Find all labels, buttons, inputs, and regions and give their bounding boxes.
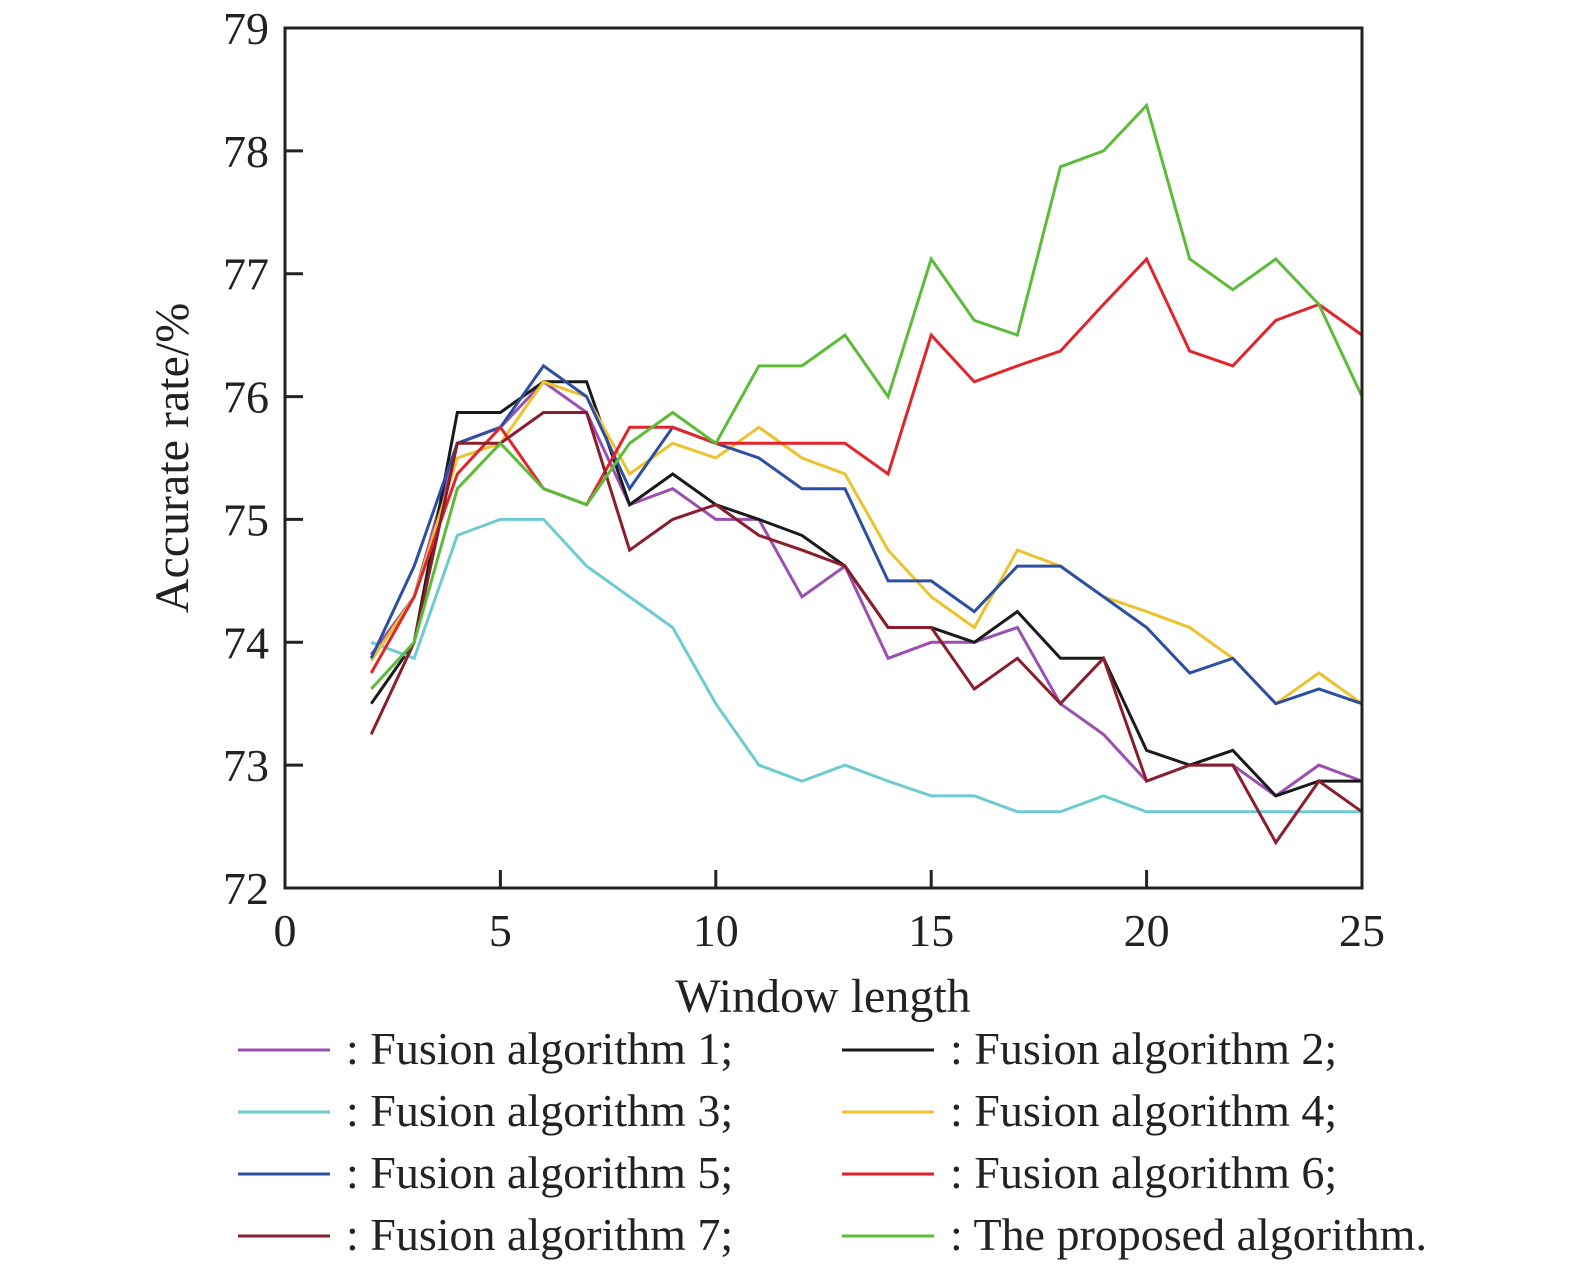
series-line-7: [369, 411, 1363, 846]
y-tick-label: 75: [223, 494, 269, 545]
y-axis: 72 73 74 75 76 77 78 79: [223, 3, 303, 914]
legend-label: : Fusion algorithm 6;: [950, 1147, 1337, 1198]
y-tick-label: 73: [223, 740, 269, 791]
x-tick-label: 20: [1124, 905, 1170, 956]
legend-item: : Fusion algorithm 1;: [238, 1023, 733, 1074]
series-line-8: [370, 102, 1364, 691]
legend-item: : Fusion algorithm 5;: [238, 1147, 733, 1198]
x-tick-label: 10: [693, 905, 739, 956]
series-line-3: [370, 517, 1362, 814]
legend-label: : Fusion algorithm 1;: [346, 1023, 733, 1074]
legend: : Fusion algorithm 1; : Fusion algorithm …: [238, 1023, 1427, 1260]
legend-label: : The proposed algorithm.: [950, 1209, 1427, 1260]
y-tick-label: 78: [223, 126, 269, 177]
y-tick-label: 77: [223, 249, 269, 300]
legend-label: : Fusion algorithm 4;: [950, 1085, 1337, 1136]
legend-item: : Fusion algorithm 6;: [842, 1147, 1337, 1198]
series-line-5: [369, 363, 1363, 706]
series-line-4: [369, 380, 1363, 706]
y-tick-label: 74: [223, 617, 269, 668]
x-axis: 0 5 10 15 20 25: [274, 870, 1385, 956]
legend-item: : Fusion algorithm 3;: [238, 1085, 733, 1136]
legend-item: : Fusion algorithm 4;: [842, 1085, 1337, 1136]
plot-series: [369, 102, 1364, 846]
legend-item: : Fusion algorithm 2;: [842, 1023, 1337, 1074]
x-tick-label: 0: [274, 905, 297, 956]
y-tick-label: 76: [223, 372, 269, 423]
legend-label: : Fusion algorithm 5;: [346, 1147, 733, 1198]
x-tick-label: 25: [1339, 905, 1385, 956]
legend-label: : Fusion algorithm 7;: [346, 1209, 733, 1260]
y-tick-label: 72: [223, 863, 269, 914]
legend-label: : Fusion algorithm 2;: [950, 1023, 1337, 1074]
x-tick-label: 5: [489, 905, 512, 956]
series-line-1: [369, 379, 1363, 798]
legend-label: : Fusion algorithm 3;: [346, 1085, 733, 1136]
series-line-2: [369, 380, 1362, 798]
legend-item: : The proposed algorithm.: [842, 1209, 1427, 1260]
x-tick-label: 15: [908, 905, 954, 956]
plot-frame: [283, 26, 1364, 890]
series-line-6: [369, 256, 1363, 674]
legend-item: : Fusion algorithm 7;: [238, 1209, 733, 1260]
y-tick-label: 79: [223, 3, 269, 54]
x-axis-title: Window length: [675, 970, 970, 1023]
y-axis-title: Accurate rate/%: [146, 303, 199, 613]
